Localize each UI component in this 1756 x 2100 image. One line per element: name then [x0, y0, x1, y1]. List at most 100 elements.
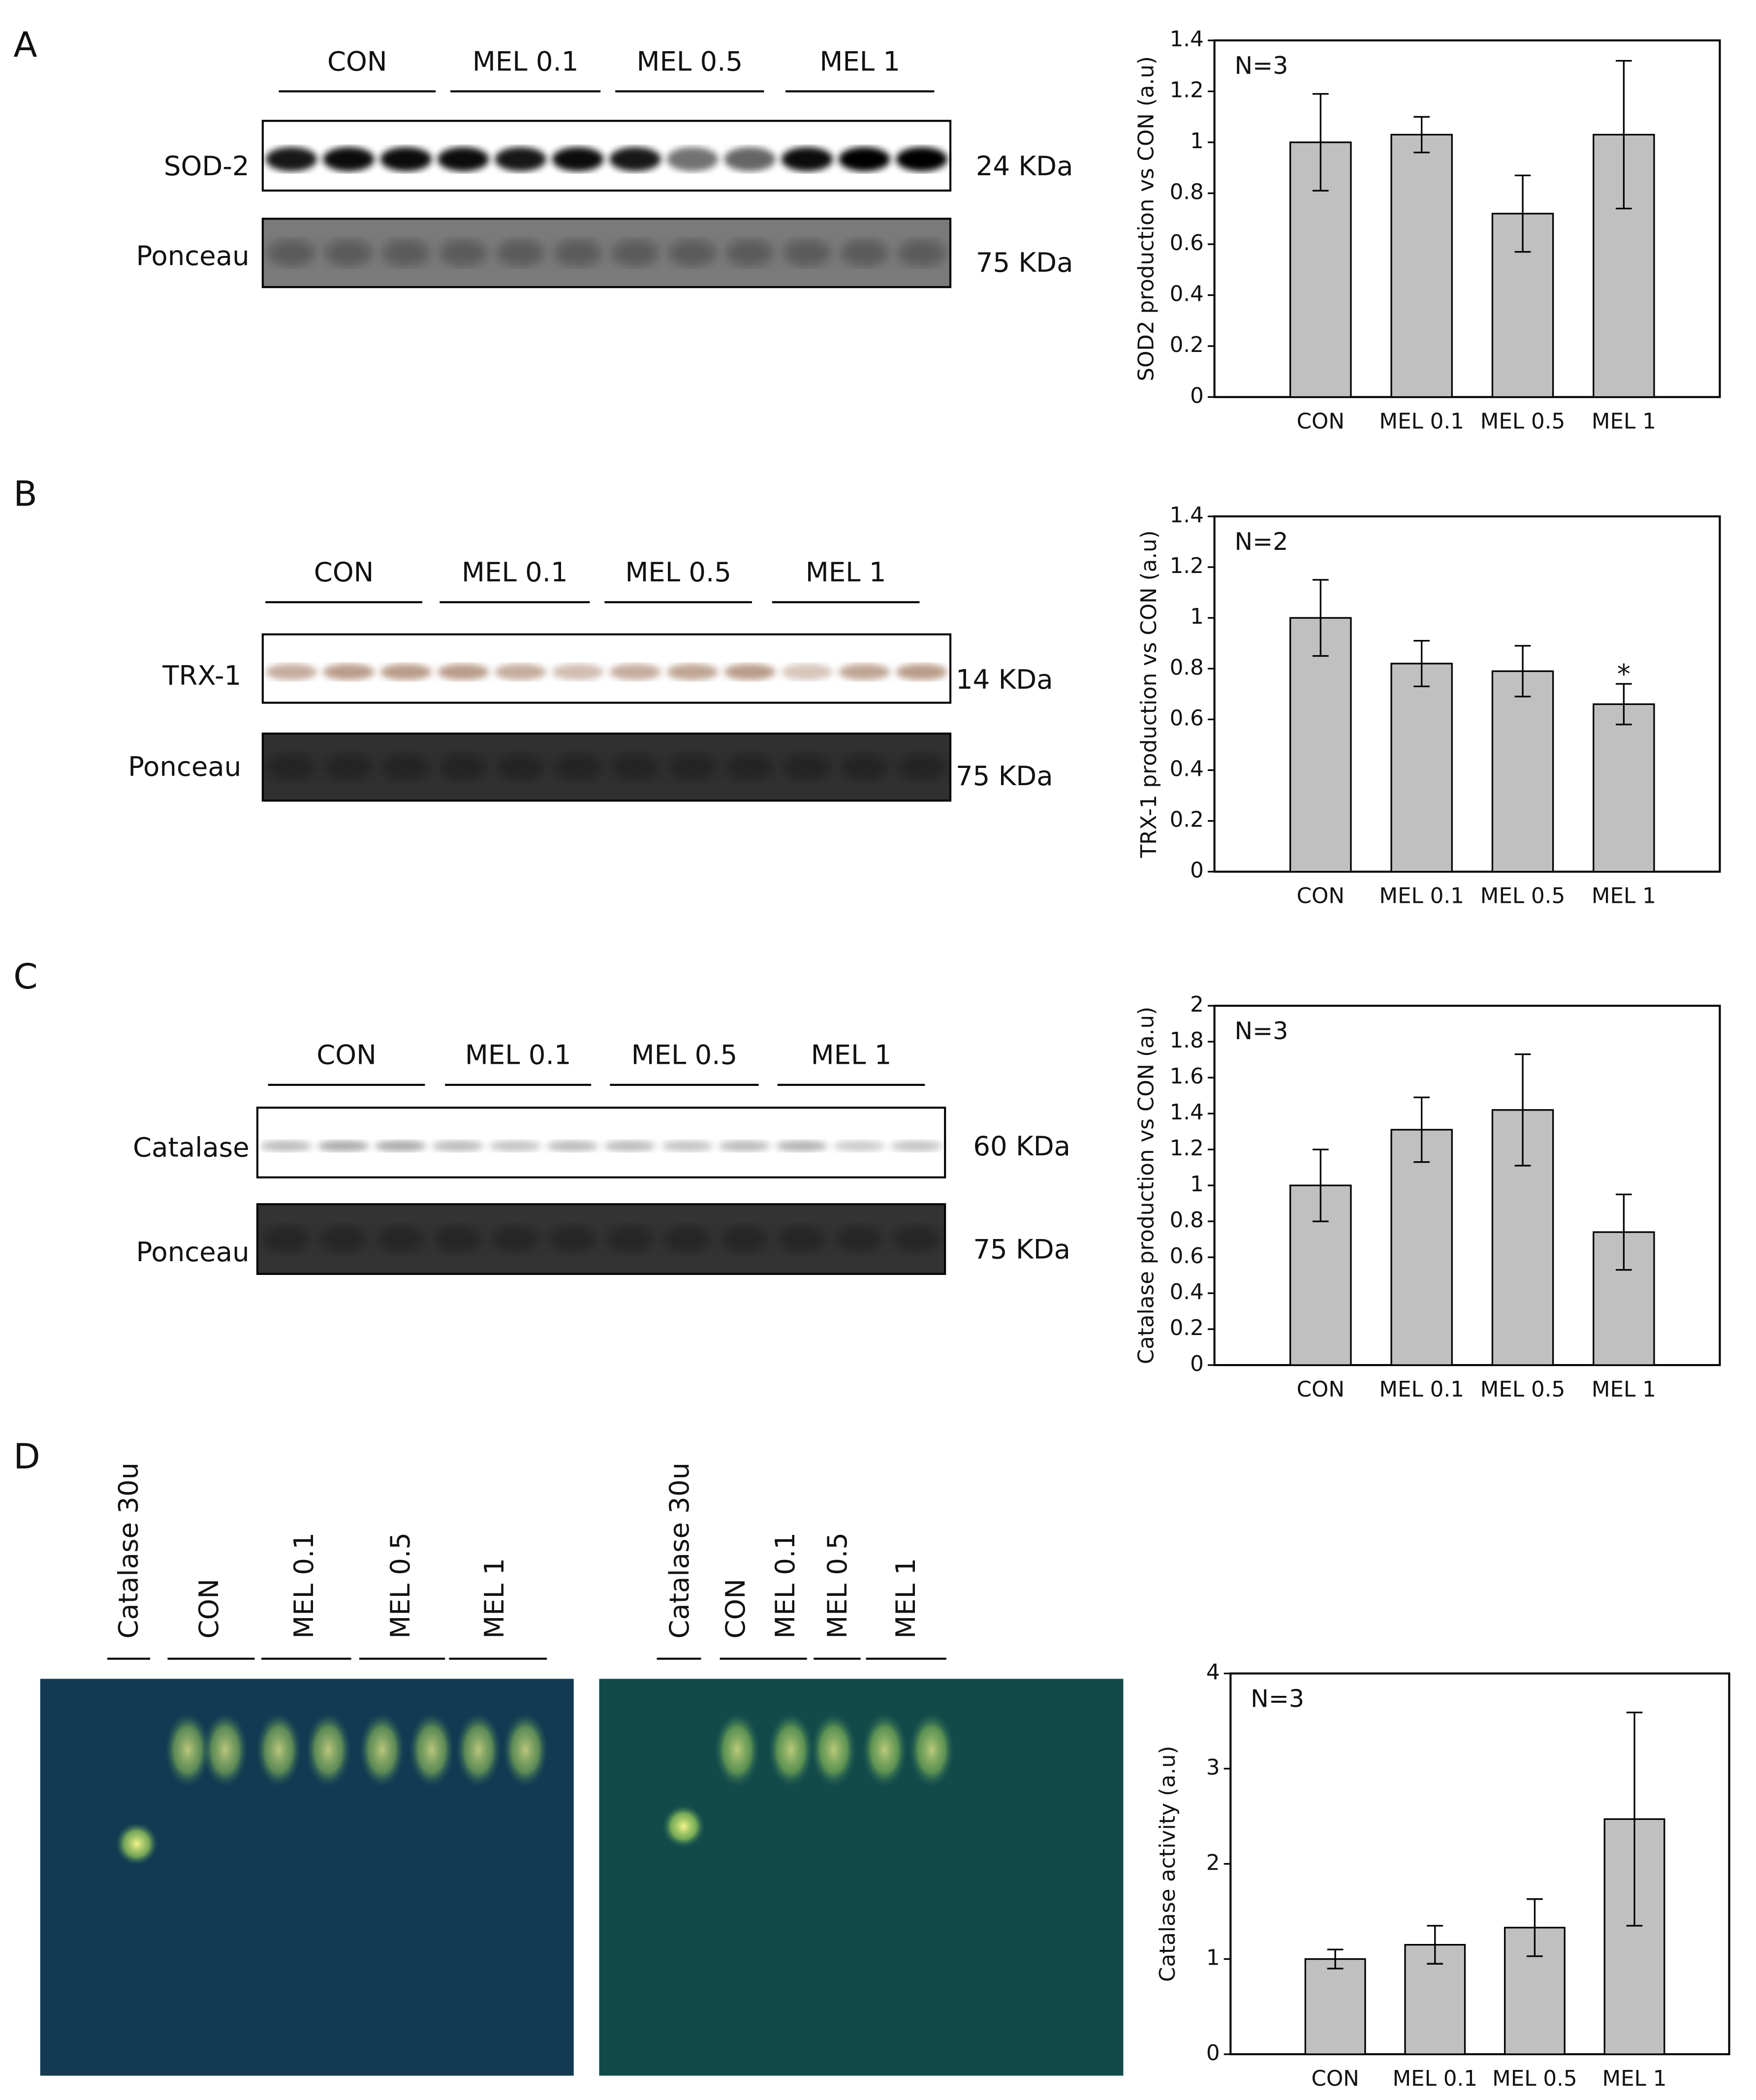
ponceau-band	[725, 754, 774, 781]
bar	[1289, 617, 1352, 873]
blot-band	[317, 1141, 369, 1151]
bar	[1390, 663, 1453, 873]
ponceau-band	[382, 754, 430, 781]
lane-label: MEL 0.1	[288, 1532, 319, 1639]
blot-band	[661, 1141, 713, 1151]
y-tick-label: 1.6	[1170, 1064, 1204, 1089]
blot-band	[666, 664, 719, 680]
ponceau-band	[783, 754, 831, 781]
blot-band	[495, 664, 547, 680]
group-label: CON	[314, 556, 374, 588]
ponceau-band	[554, 754, 602, 781]
lane-label: CON	[193, 1579, 224, 1639]
error-bar	[1514, 1053, 1531, 1167]
y-tick-label: 1.2	[1170, 1136, 1204, 1161]
lane-label: Catalase 30u	[663, 1463, 695, 1639]
ponceau-band	[267, 239, 315, 267]
ponceau-band	[439, 754, 488, 781]
group-label: MEL 0.5	[636, 46, 743, 77]
annotation: N=3	[1234, 1017, 1288, 1045]
panel-letter: B	[13, 474, 37, 514]
error-bar	[1312, 93, 1329, 192]
kda-label: 60 KDa	[973, 1130, 1070, 1162]
y-tick-label: 0.8	[1170, 655, 1204, 680]
blot-band	[781, 664, 833, 680]
protein-label: TRX-1	[162, 660, 241, 691]
blot-band	[489, 1141, 541, 1151]
annotation: N=3	[1234, 51, 1288, 80]
x-tick-label: CON	[1311, 2067, 1359, 2091]
gel-band	[256, 1712, 302, 1788]
error-bar	[1616, 683, 1632, 726]
ponceau-band	[778, 1225, 826, 1253]
ponceau-blot	[256, 1203, 946, 1275]
ponceau-band	[897, 754, 946, 781]
significance-label: *	[1617, 658, 1631, 690]
blot-band	[323, 664, 375, 680]
blot-band	[380, 147, 432, 171]
gel-band	[662, 1805, 705, 1848]
kda-label: 75 KDa	[956, 760, 1053, 792]
error-bar	[1626, 1712, 1643, 1927]
ponceau-band	[262, 1225, 311, 1253]
plot-frame	[1213, 515, 1721, 873]
ponceau-band	[668, 754, 717, 781]
error-bar	[1312, 579, 1329, 657]
kda-label: 14 KDa	[956, 664, 1053, 695]
bar	[1390, 133, 1453, 398]
ponceau-band	[554, 239, 602, 267]
y-tick-label: 1.4	[1170, 503, 1204, 528]
bar	[1593, 703, 1655, 873]
blot-band	[719, 1141, 771, 1151]
y-axis-label: Catalase activity (a.u)	[1156, 1746, 1180, 1982]
error-bar	[1413, 639, 1430, 688]
group-label: MEL 0.1	[472, 46, 579, 77]
loading-label: Ponceau	[128, 751, 241, 782]
ponceau-band	[548, 1225, 597, 1253]
y-tick-label: 3	[1206, 1755, 1220, 1780]
x-tick-label: CON	[1297, 409, 1345, 434]
kda-label: 75 KDa	[973, 1234, 1070, 1265]
ponceau-band	[892, 1225, 941, 1253]
y-tick-label: 0.4	[1170, 757, 1204, 782]
group-label: MEL 1	[806, 556, 886, 588]
x-tick-label: MEL 0.1	[1392, 2067, 1477, 2091]
loading-label: Ponceau	[136, 1236, 249, 1268]
y-tick-label: 0	[1190, 1352, 1204, 1376]
y-tick-label: 2	[1190, 992, 1204, 1017]
group-label: CON	[327, 46, 387, 77]
ponceau-band	[611, 239, 659, 267]
kda-label: 75 KDa	[976, 247, 1073, 278]
gel-band	[862, 1712, 908, 1788]
ponceau-band	[439, 239, 488, 267]
ponceau-band	[725, 239, 774, 267]
ponceau-band	[382, 239, 430, 267]
blot-band	[323, 147, 375, 171]
gel-band	[115, 1822, 158, 1865]
blot-band	[609, 664, 661, 680]
blot-band	[552, 664, 604, 680]
y-tick-label: 0	[1190, 859, 1204, 883]
group-label: MEL 0.1	[465, 1039, 571, 1071]
x-tick-label: MEL 0.5	[1492, 2067, 1577, 2091]
x-tick-label: MEL 1	[1592, 884, 1656, 909]
blot-band	[437, 147, 489, 171]
blot-band	[724, 147, 776, 171]
ponceau-band	[720, 1225, 769, 1253]
blot-band	[495, 147, 547, 171]
ponceau-band	[491, 1225, 539, 1253]
y-tick-label: 0	[1190, 384, 1204, 409]
ponceau-band	[840, 239, 889, 267]
y-tick-label: 0.2	[1170, 1316, 1204, 1340]
y-tick-label: 1.2	[1170, 78, 1204, 103]
ponceau-band	[496, 754, 545, 781]
annotation: N=3	[1251, 1684, 1304, 1713]
error-bar	[1427, 1925, 1443, 1965]
ponceau-band	[897, 239, 946, 267]
lane-label: MEL 0.5	[821, 1532, 853, 1639]
bar	[1491, 670, 1554, 873]
blot-band	[260, 1141, 312, 1151]
ponceau-band	[324, 239, 373, 267]
blot	[261, 633, 952, 704]
